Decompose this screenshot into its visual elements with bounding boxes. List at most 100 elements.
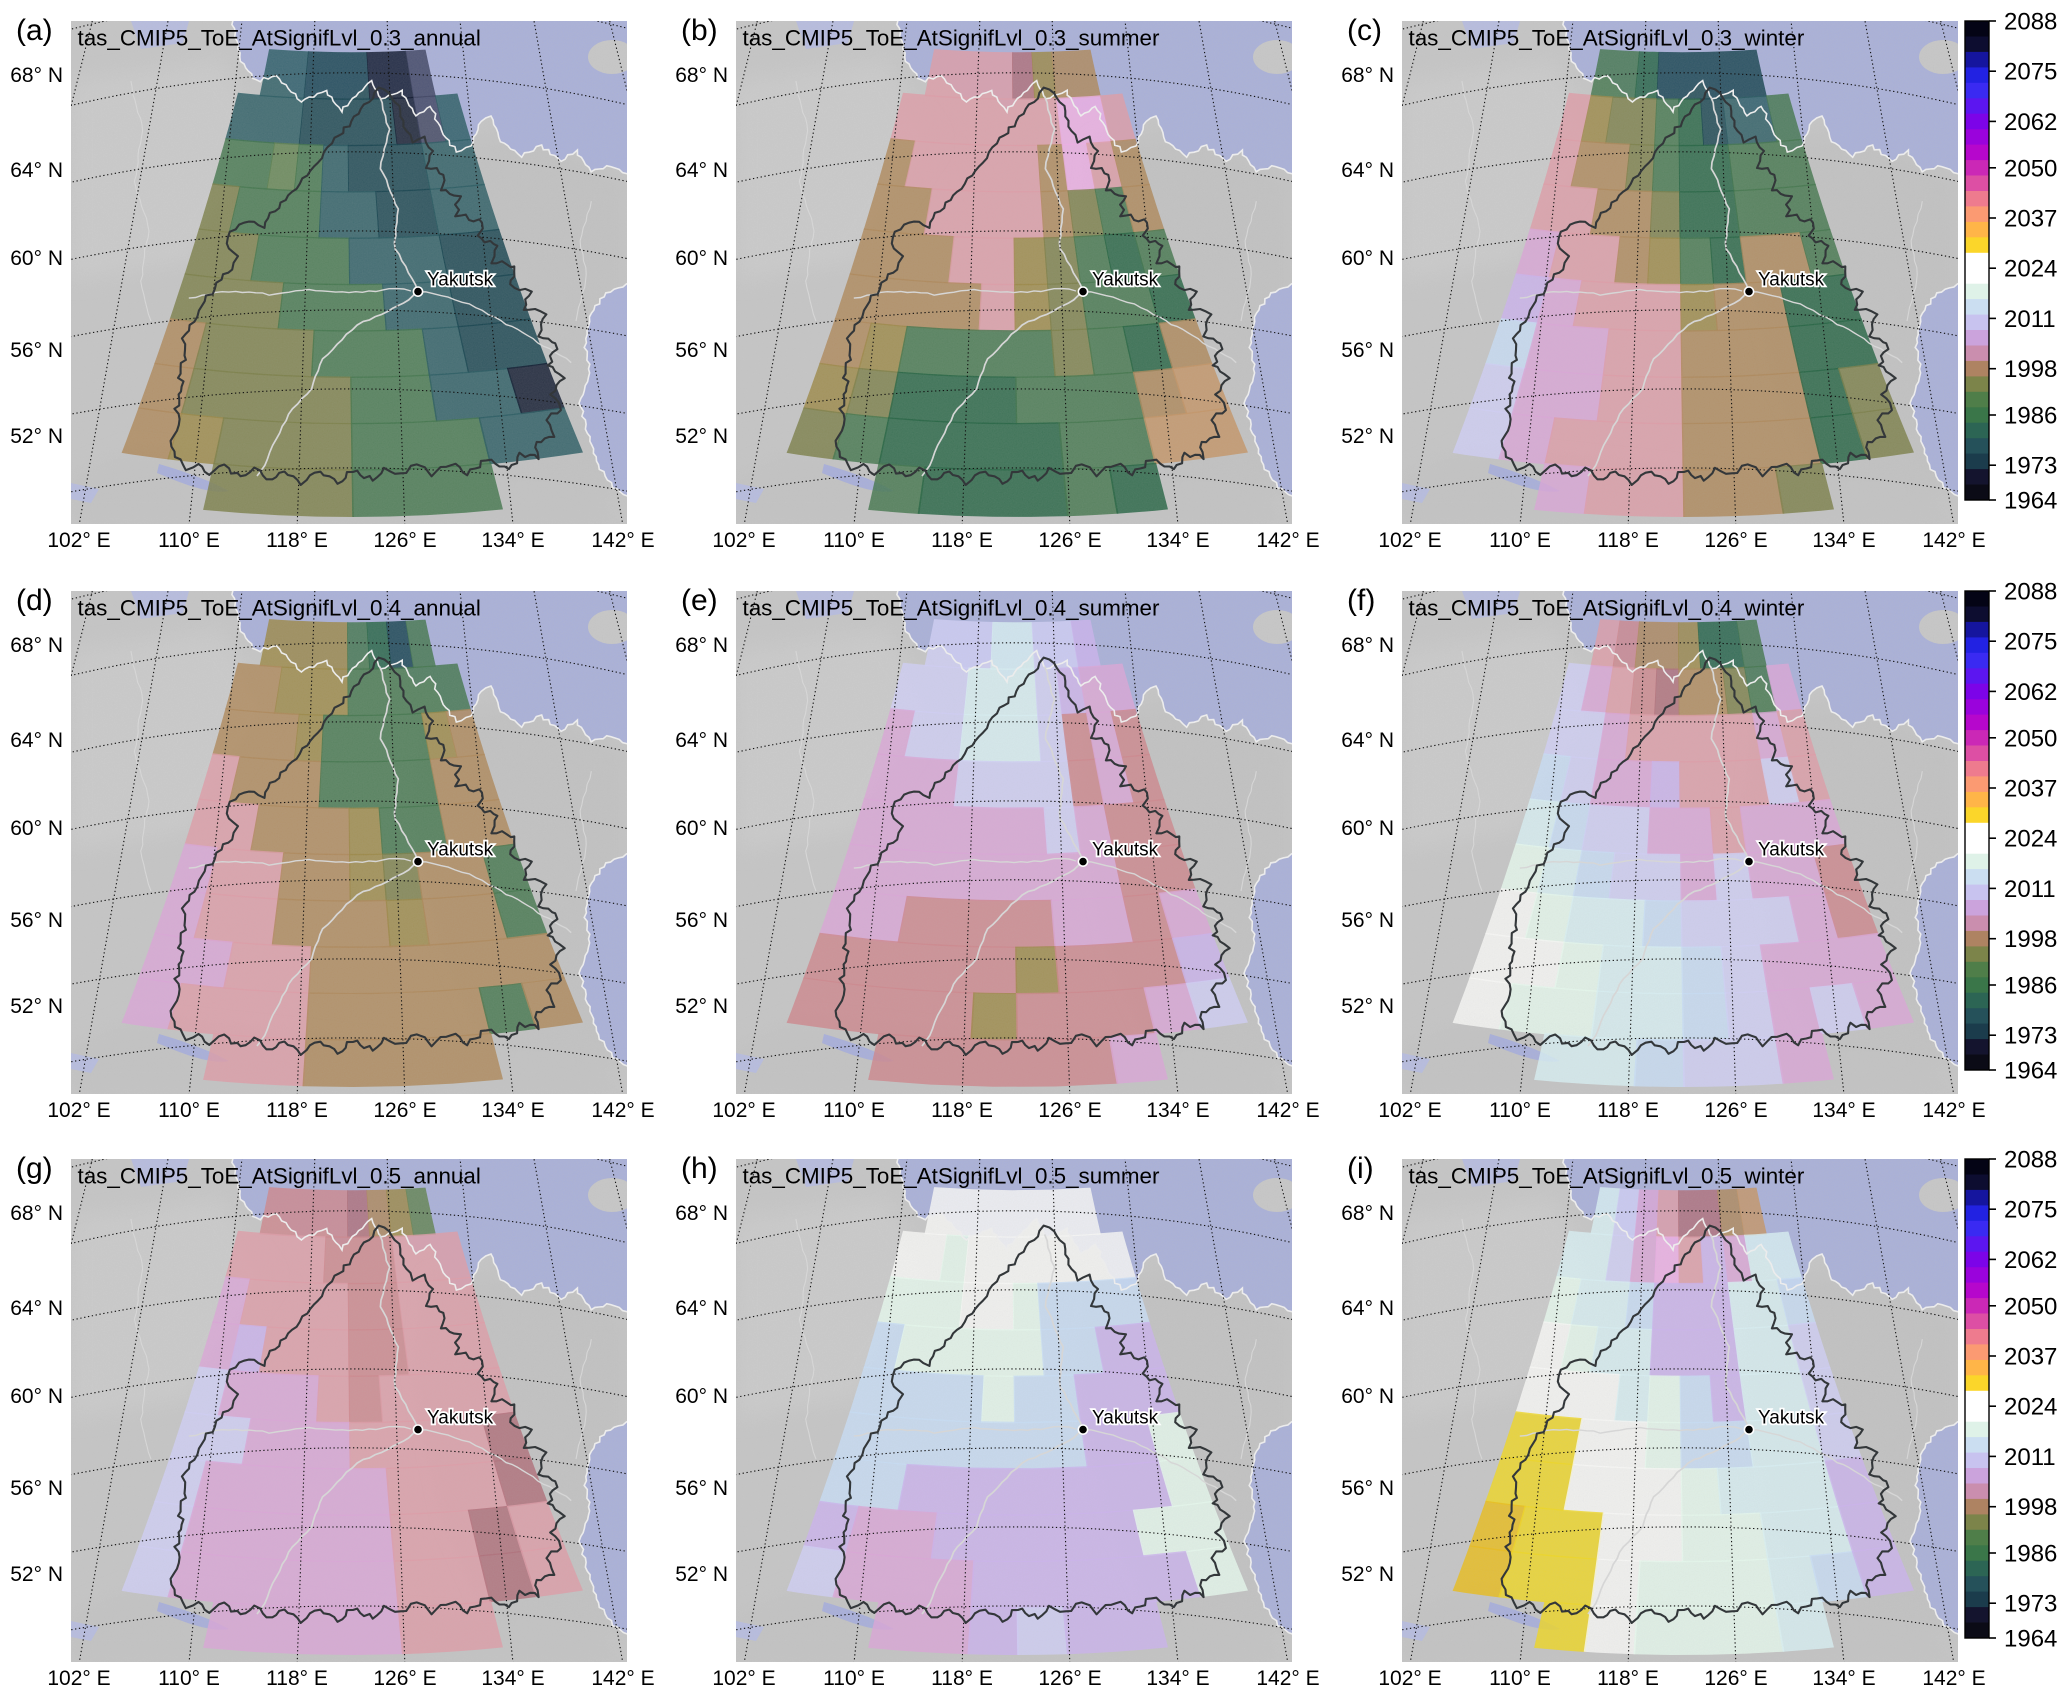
svg-text:Yakutsk: Yakutsk <box>1092 840 1159 861</box>
svg-text:68° N: 68° N <box>10 634 63 657</box>
svg-text:2024: 2024 <box>2004 826 2057 853</box>
svg-text:64° N: 64° N <box>675 729 728 752</box>
svg-text:60° N: 60° N <box>1341 817 1394 840</box>
svg-text:(e): (e) <box>681 584 718 617</box>
svg-text:Yakutsk: Yakutsk <box>1758 270 1825 291</box>
svg-text:(a): (a) <box>16 14 53 47</box>
svg-text:134° E: 134° E <box>1812 529 1875 552</box>
svg-text:60° N: 60° N <box>1341 247 1394 270</box>
svg-text:2088: 2088 <box>2004 579 2057 606</box>
svg-text:102° E: 102° E <box>712 529 775 552</box>
svg-text:110° E: 110° E <box>1489 529 1551 552</box>
svg-text:118° E: 118° E <box>1597 1667 1659 1690</box>
svg-text:Yakutsk: Yakutsk <box>427 1408 494 1429</box>
svg-text:64° N: 64° N <box>675 1297 728 1320</box>
svg-text:118° E: 118° E <box>1597 1099 1659 1122</box>
svg-text:2024: 2024 <box>2004 256 2057 283</box>
svg-text:110° E: 110° E <box>1489 1667 1551 1690</box>
svg-text:118° E: 118° E <box>931 1667 993 1690</box>
svg-text:134° E: 134° E <box>481 529 544 552</box>
svg-text:2088: 2088 <box>2004 1147 2057 1174</box>
svg-text:60° N: 60° N <box>675 247 728 270</box>
svg-text:1998: 1998 <box>2004 926 2057 953</box>
svg-text:60° N: 60° N <box>10 247 63 270</box>
svg-text:(f): (f) <box>1347 584 1375 617</box>
svg-text:2062: 2062 <box>2004 109 2057 136</box>
svg-text:56° N: 56° N <box>675 1477 728 1500</box>
svg-text:68° N: 68° N <box>10 64 63 87</box>
svg-text:102° E: 102° E <box>47 529 110 552</box>
svg-text:2024: 2024 <box>2004 1394 2057 1421</box>
svg-text:60° N: 60° N <box>10 817 63 840</box>
svg-text:118° E: 118° E <box>266 1099 328 1122</box>
svg-text:126° E: 126° E <box>1704 1667 1767 1690</box>
svg-text:56° N: 56° N <box>1341 909 1394 932</box>
svg-text:68° N: 68° N <box>675 634 728 657</box>
svg-text:110° E: 110° E <box>823 529 885 552</box>
svg-text:56° N: 56° N <box>10 909 63 932</box>
svg-text:2062: 2062 <box>2004 1247 2057 1274</box>
svg-text:68° N: 68° N <box>1341 64 1394 87</box>
svg-text:tas_CMIP5_ToE_AtSignifLvl_0.4_: tas_CMIP5_ToE_AtSignifLvl_0.4_annual <box>78 596 481 621</box>
svg-text:68° N: 68° N <box>1341 634 1394 657</box>
svg-text:142° E: 142° E <box>1256 1667 1319 1690</box>
svg-text:142° E: 142° E <box>1922 1667 1985 1690</box>
svg-text:2075: 2075 <box>2004 1197 2057 1224</box>
svg-text:2075: 2075 <box>2004 59 2057 86</box>
svg-text:52° N: 52° N <box>1341 995 1394 1018</box>
svg-text:Yakutsk: Yakutsk <box>1092 1408 1159 1429</box>
svg-text:64° N: 64° N <box>10 729 63 752</box>
svg-text:126° E: 126° E <box>373 529 436 552</box>
svg-text:68° N: 68° N <box>675 1202 728 1225</box>
svg-text:118° E: 118° E <box>1597 529 1659 552</box>
svg-text:110° E: 110° E <box>823 1099 885 1122</box>
svg-text:1964: 1964 <box>2004 1058 2057 1085</box>
svg-text:tas_CMIP5_ToE_AtSignifLvl_0.5_: tas_CMIP5_ToE_AtSignifLvl_0.5_winter <box>1409 1164 1805 1189</box>
svg-text:52° N: 52° N <box>675 995 728 1018</box>
svg-text:tas_CMIP5_ToE_AtSignifLvl_0.5_: tas_CMIP5_ToE_AtSignifLvl_0.5_summer <box>743 1164 1160 1189</box>
svg-text:126° E: 126° E <box>373 1667 436 1690</box>
svg-text:64° N: 64° N <box>1341 729 1394 752</box>
svg-text:2037: 2037 <box>2004 206 2057 233</box>
svg-text:134° E: 134° E <box>1146 1667 1209 1690</box>
svg-text:56° N: 56° N <box>10 1477 63 1500</box>
svg-text:102° E: 102° E <box>712 1667 775 1690</box>
svg-text:126° E: 126° E <box>1704 529 1767 552</box>
svg-text:64° N: 64° N <box>675 159 728 182</box>
svg-text:2011: 2011 <box>2004 876 2056 903</box>
svg-text:142° E: 142° E <box>591 1099 654 1122</box>
svg-text:52° N: 52° N <box>10 995 63 1018</box>
svg-text:2050: 2050 <box>2004 1293 2057 1320</box>
svg-text:Yakutsk: Yakutsk <box>1092 1408 1159 1429</box>
svg-text:52° N: 52° N <box>10 425 63 448</box>
svg-text:102° E: 102° E <box>47 1667 110 1690</box>
svg-text:60° N: 60° N <box>10 1385 63 1408</box>
svg-text:1964: 1964 <box>2004 488 2057 515</box>
svg-text:56° N: 56° N <box>1341 339 1394 362</box>
svg-text:64° N: 64° N <box>10 159 63 182</box>
svg-text:126° E: 126° E <box>373 1099 436 1122</box>
svg-text:(c): (c) <box>1347 14 1382 47</box>
svg-text:110° E: 110° E <box>158 1667 220 1690</box>
svg-text:102° E: 102° E <box>712 1099 775 1122</box>
svg-text:102° E: 102° E <box>47 1099 110 1122</box>
svg-text:tas_CMIP5_ToE_AtSignifLvl_0.3_: tas_CMIP5_ToE_AtSignifLvl_0.3_annual <box>78 26 481 51</box>
svg-text:52° N: 52° N <box>1341 1563 1394 1586</box>
svg-text:Yakutsk: Yakutsk <box>1092 840 1159 861</box>
svg-text:2050: 2050 <box>2004 725 2057 752</box>
svg-text:142° E: 142° E <box>1256 1099 1319 1122</box>
svg-text:126° E: 126° E <box>1038 529 1101 552</box>
svg-text:tas_CMIP5_ToE_AtSignifLvl_0.3_: tas_CMIP5_ToE_AtSignifLvl_0.3_summer <box>743 26 1160 51</box>
svg-text:2037: 2037 <box>2004 1344 2057 1371</box>
svg-text:102° E: 102° E <box>1378 529 1441 552</box>
svg-text:134° E: 134° E <box>1812 1667 1875 1690</box>
svg-text:134° E: 134° E <box>1146 529 1209 552</box>
svg-text:1986: 1986 <box>2004 403 2057 430</box>
svg-text:60° N: 60° N <box>1341 1385 1394 1408</box>
svg-text:60° N: 60° N <box>675 1385 728 1408</box>
svg-text:1998: 1998 <box>2004 1494 2057 1521</box>
svg-text:110° E: 110° E <box>158 529 220 552</box>
svg-text:102° E: 102° E <box>1378 1667 1441 1690</box>
svg-text:118° E: 118° E <box>266 529 328 552</box>
svg-text:(d): (d) <box>16 584 53 617</box>
